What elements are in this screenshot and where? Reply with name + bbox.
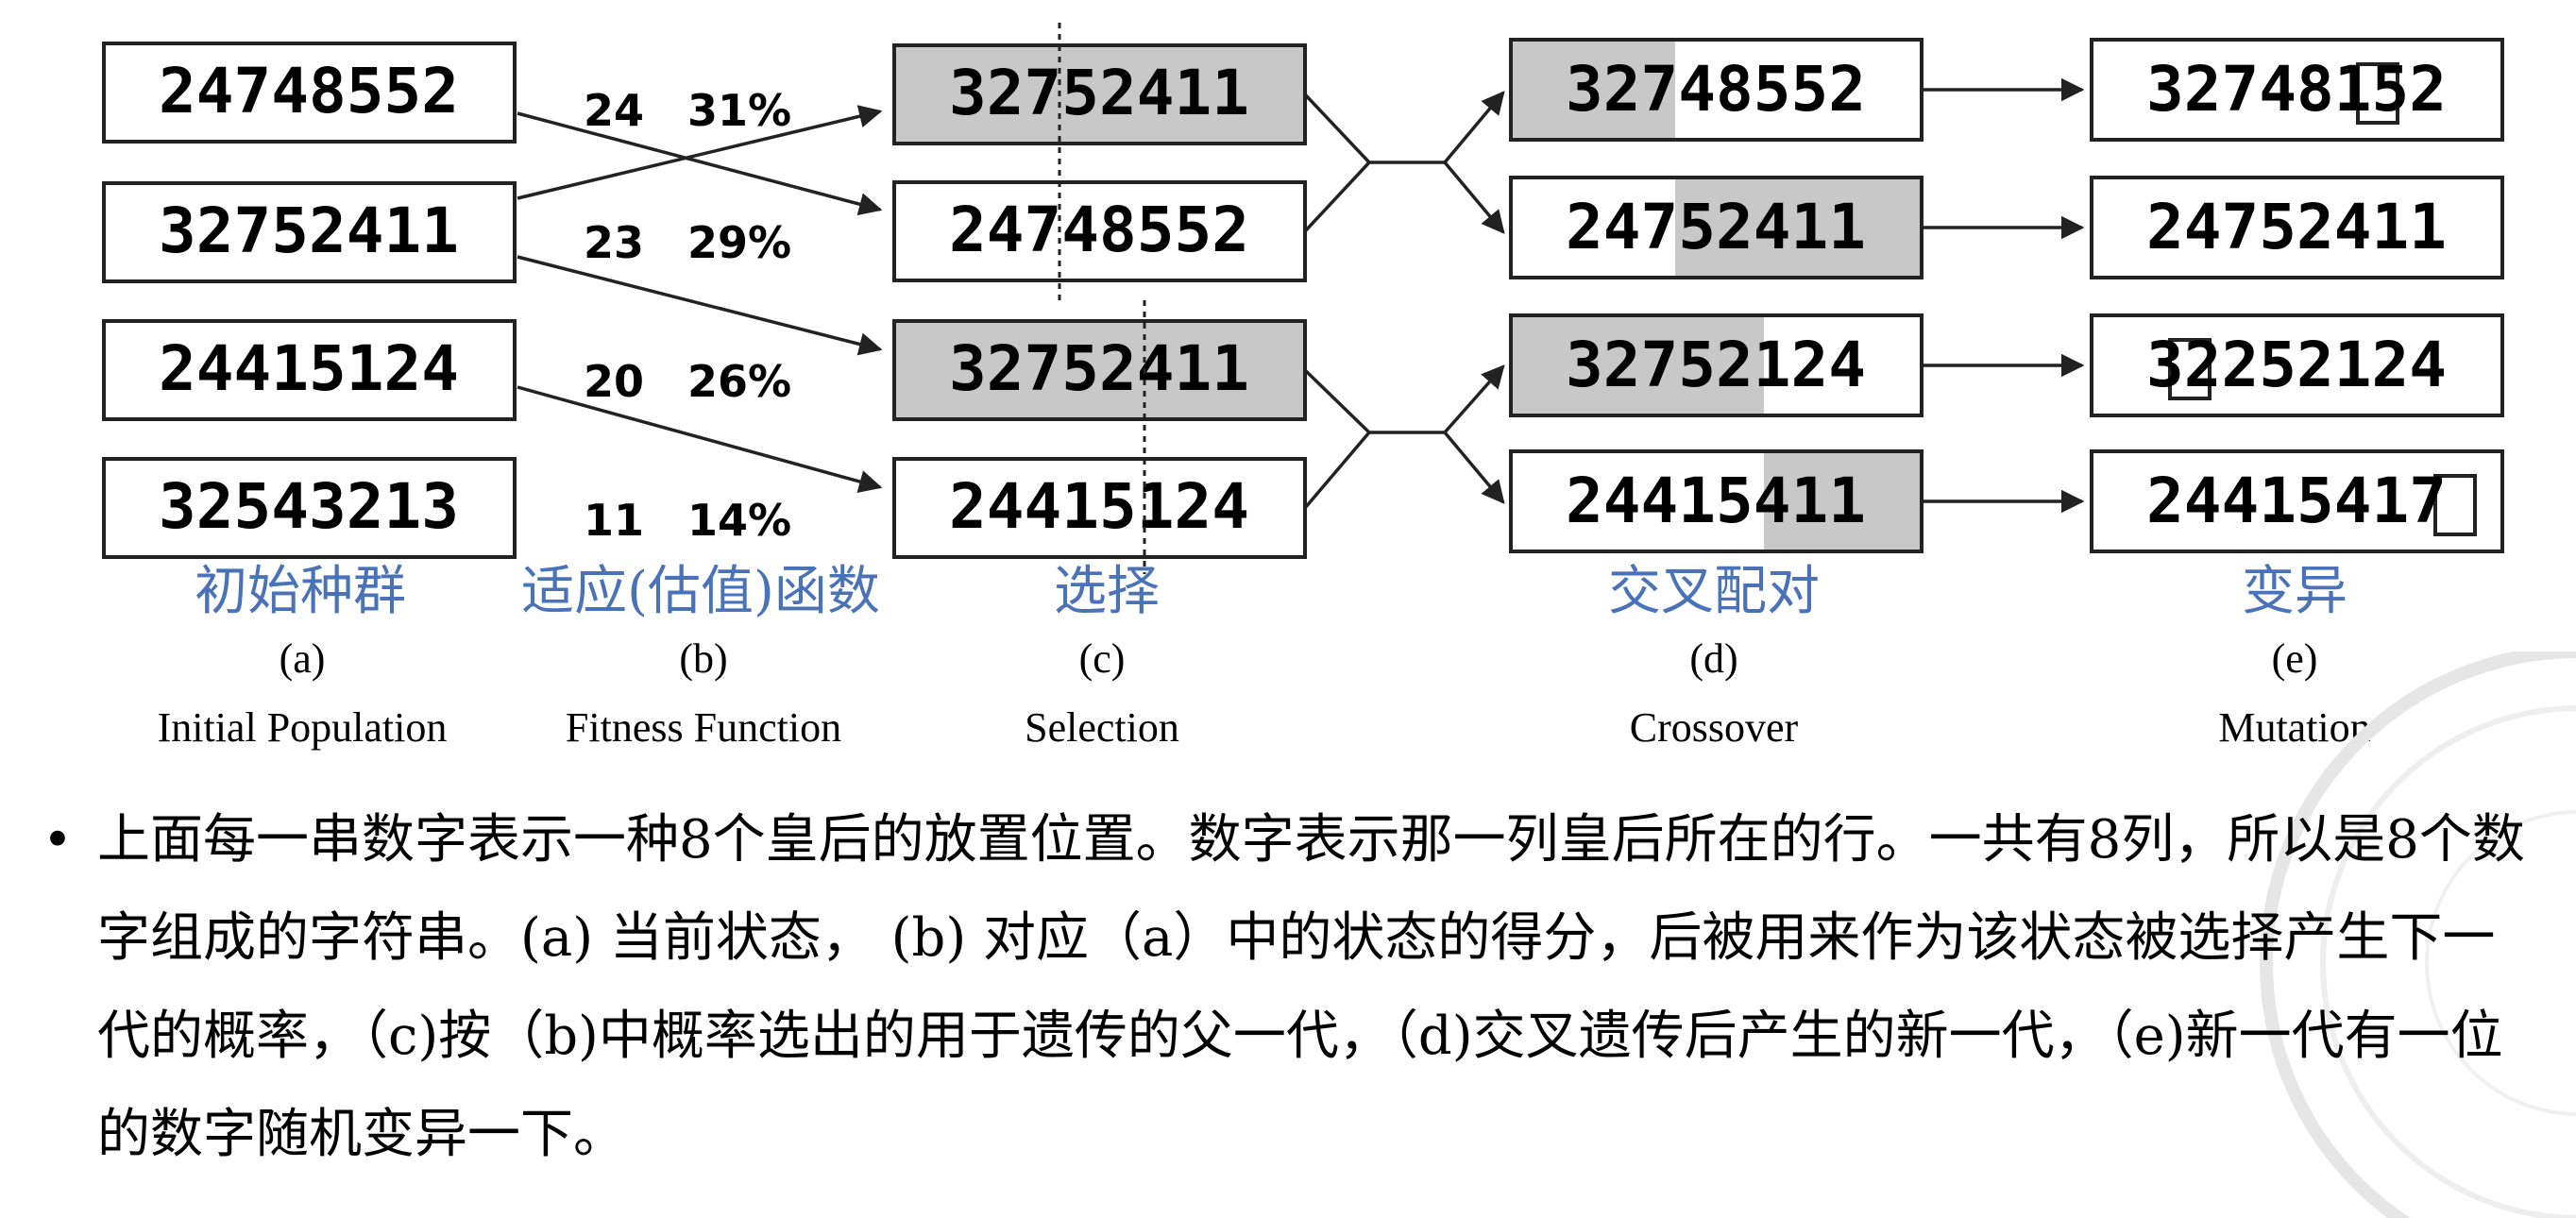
crossover-arrow (1443, 364, 1505, 434)
mutation-string: 32252124 (2146, 329, 2447, 401)
selection-column: 32752411 24748552 32752411 24415124 (892, 23, 1307, 574)
selection-string: 32752411 (949, 57, 1249, 129)
fitness-percent: 14% (687, 495, 791, 546)
selection-arrow (517, 255, 883, 356)
population-string: 32752411 (159, 195, 459, 267)
genetic-algorithm-diagram: 24748552 32752411 24415124 32543213 24 3… (102, 23, 2504, 751)
fitness-percent: 29% (687, 217, 791, 268)
fitness-score: 20 (584, 356, 644, 407)
column-en-label: Fitness Function (566, 704, 841, 751)
crossover-column: 32748552 24752411 32752124 24415411 (1509, 38, 1924, 553)
crossover-string: 32748552 (1566, 53, 1866, 126)
university-seal-watermark (2260, 651, 2576, 1218)
crossover-join-line (1303, 431, 1371, 510)
fitness-score: 23 (584, 217, 644, 268)
mutation-column: 32748152 24752411 32252124 24415417 (2090, 38, 2504, 553)
column-cn-label: 初始种群 (195, 561, 406, 622)
fitness-column: 24 31% 23 29% 20 26% 11 14% (584, 85, 791, 546)
crossover-join-line (1303, 93, 1445, 164)
column-labels: 初始种群 适应(估值)函数 选择 交叉配对 变异 (a) (b) (c) (d)… (158, 561, 2371, 751)
population-box: 32752411 (102, 181, 517, 283)
column-en-label: Selection (1025, 704, 1179, 751)
column-letter: (e) (2272, 635, 2318, 682)
column-en-label: Initial Population (158, 704, 448, 751)
crossover-connectors (1303, 91, 1505, 510)
selection-string: 32752411 (949, 332, 1249, 405)
crossover-join-line (1303, 368, 1445, 434)
population-box: 24748552 (102, 42, 517, 144)
crossover-arrow (1443, 161, 1505, 234)
mutation-box: 24752411 (2090, 176, 2504, 279)
mutation-box: 32748152 (2090, 38, 2504, 142)
description-bullet: • 上面每一串数字表示一种8个皇后的放置位置。数字表示那一列皇后所在的行。一共有… (42, 791, 2535, 1184)
selection-arrow (517, 385, 883, 493)
column-letter: (a) (280, 635, 326, 682)
mutated-digit-marker (2168, 338, 2212, 400)
selection-box: 24748552 (892, 180, 1307, 282)
selection-string: 24748552 (949, 194, 1249, 266)
mutation-box: 24415417 (2090, 449, 2504, 553)
mutated-digit-marker (2356, 62, 2399, 125)
column-cn-label: 适应(估值)函数 (521, 561, 880, 622)
fitness-score: 24 (584, 85, 644, 136)
mutation-box: 32252124 (2090, 313, 2504, 417)
selection-box-shaded: 32752411 (892, 43, 1307, 145)
crossover-box: 32752124 (1509, 313, 1924, 417)
selection-box-shaded: 32752411 (892, 319, 1307, 421)
population-string: 24415124 (159, 332, 459, 405)
column-letter: (c) (1079, 635, 1126, 682)
mutation-string: 24415417 (2146, 465, 2447, 537)
fitness-percent: 31% (687, 85, 791, 136)
population-string: 24748552 (159, 55, 459, 127)
crossover-string: 32752124 (1566, 329, 1866, 401)
column-letter: (b) (679, 635, 727, 682)
crossover-box: 24415411 (1509, 449, 1924, 553)
mutation-string: 32748152 (2146, 53, 2447, 126)
column-en-label: Mutation (2218, 704, 2370, 751)
selection-box: 24415124 (892, 457, 1307, 559)
selection-string: 24415124 (949, 470, 1249, 543)
column-cn-label: 交叉配对 (1608, 561, 1820, 622)
selection-arrow (517, 111, 883, 216)
initial-population-column: 24748552 32752411 24415124 32543213 (102, 42, 517, 559)
mutation-string: 24752411 (2146, 191, 2447, 263)
fitness-score: 11 (584, 495, 644, 546)
fitness-percent: 26% (687, 356, 791, 407)
crossover-arrow (1443, 431, 1505, 504)
population-string: 32543213 (159, 470, 459, 543)
population-box: 32543213 (102, 457, 517, 559)
crossover-string: 24752411 (1566, 191, 1866, 263)
mutation-arrows (1923, 77, 2085, 514)
crossover-arrow (1443, 91, 1505, 164)
selection-arrow (517, 105, 883, 200)
column-en-label: Crossover (1630, 704, 1799, 751)
crossover-box: 32748552 (1509, 38, 1924, 142)
description-text: 上面每一串数字表示一种8个皇后的放置位置。数字表示那一列皇后所在的行。一共有8列… (97, 809, 2525, 1165)
mutated-digit-marker (2433, 474, 2477, 536)
bullet-icon: • (42, 810, 73, 870)
column-cn-label: 选择 (1054, 561, 1160, 622)
crossover-string: 24415411 (1566, 465, 1866, 537)
column-letter: (d) (1689, 635, 1737, 682)
selection-arrows (517, 105, 883, 493)
column-cn-label: 变异 (2242, 561, 2347, 622)
population-box: 24415124 (102, 319, 517, 421)
crossover-box: 24752411 (1509, 176, 1924, 279)
crossover-join-line (1303, 161, 1371, 233)
